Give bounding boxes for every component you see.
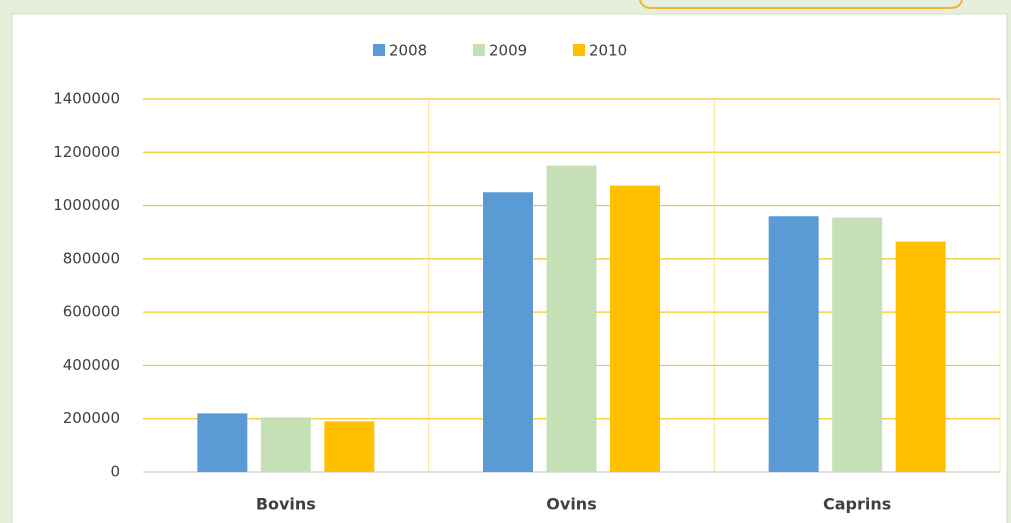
x-tick-label: Caprins xyxy=(823,495,891,514)
y-tick-label: 1400000 xyxy=(53,90,120,108)
y-tick-label: 0 xyxy=(110,463,120,481)
bar xyxy=(832,217,883,472)
x-tick-label: Bovins xyxy=(256,495,316,514)
x-tick-label: Ovins xyxy=(546,495,596,514)
legend-label: 2009 xyxy=(489,42,527,60)
decoration xyxy=(639,0,963,9)
y-tick-label: 200000 xyxy=(63,409,120,427)
legend-label: 2008 xyxy=(389,42,427,60)
legend-swatch xyxy=(373,44,385,56)
bar xyxy=(197,413,248,472)
y-tick-label: 400000 xyxy=(63,356,120,374)
bar xyxy=(610,185,660,472)
bar xyxy=(546,165,597,472)
bar xyxy=(324,421,375,472)
legend-swatch xyxy=(573,44,585,56)
legend-swatch xyxy=(473,44,485,56)
bar xyxy=(895,241,946,472)
y-tick-label: 600000 xyxy=(63,303,120,321)
bar xyxy=(260,417,311,472)
bar xyxy=(768,216,819,472)
bar xyxy=(483,192,533,472)
y-tick-label: 800000 xyxy=(63,249,120,267)
y-tick-label: 1200000 xyxy=(53,143,120,161)
y-tick-label: 1000000 xyxy=(53,196,120,214)
legend-label: 2010 xyxy=(589,42,627,60)
